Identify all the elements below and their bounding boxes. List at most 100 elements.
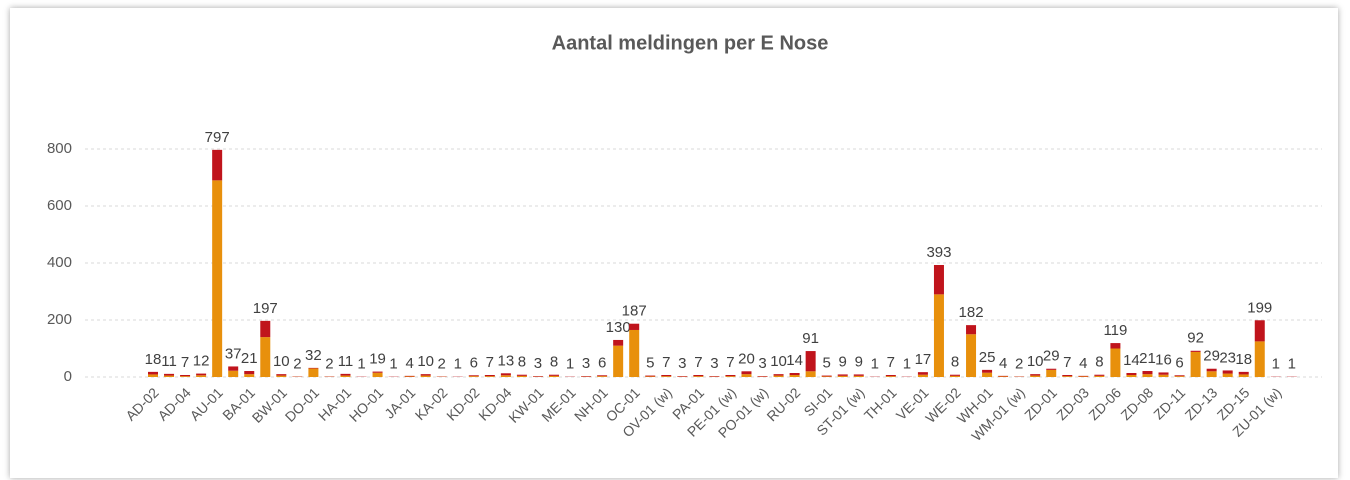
bar-segment [950,375,960,377]
bar-segment [773,375,784,377]
bar-segment [805,351,816,372]
bar-segment [420,374,431,376]
total-label: 92 [1187,330,1204,347]
bar-segment [1046,369,1057,377]
total-label: 119 [1103,322,1127,339]
x-tick-label: ZD-01 [1021,384,1060,423]
bar-segment [1190,350,1201,352]
y-tick-label: 0 [64,368,72,385]
bar-segment [1126,373,1137,376]
bar-segment [1062,376,1073,377]
total-label: 8 [518,354,526,371]
total-label: 11 [338,353,354,370]
total-label: 6 [1175,354,1183,371]
total-label: 1 [357,356,365,373]
bar-segment [1094,374,1105,376]
x-tick-label: AU-01 [187,384,227,424]
bar-segment [276,375,287,377]
bar-segment [228,366,239,371]
total-label: 16 [1155,351,1172,368]
total-label: 1 [1272,356,1280,373]
bar-segment [885,376,896,377]
bar-segment [597,376,608,377]
bar-segment [1206,368,1217,372]
x-tick-label: ME-01 [538,384,579,425]
total-label: 199 [1247,299,1272,316]
total-label: 18 [145,351,162,368]
total-label: 7 [181,354,189,371]
bar-segment [1078,376,1089,377]
total-label: 21 [1139,350,1156,367]
total-label: 6 [598,354,606,371]
bar-segment [1094,375,1105,377]
bar-segment [1110,343,1121,349]
bar-segment [180,376,191,377]
bar-segment [613,345,624,377]
x-tick-label: KW-01 [505,384,547,426]
total-label: 20 [738,350,755,367]
bar-segment [212,149,223,181]
total-label: 14 [1123,352,1140,369]
total-label: 1 [903,356,911,373]
total-label: 37 [225,345,242,362]
bar-segment [468,376,479,377]
bar-segment [693,375,704,377]
total-label: 7 [726,354,734,371]
y-tick-label: 200 [47,311,72,328]
bar-segment [308,368,319,377]
bar-segment [1158,374,1169,377]
bar-segment [516,375,527,377]
bar-segment [661,376,672,377]
bar-segment [276,374,287,376]
bar-segment [1254,320,1265,342]
bar-segment [1046,368,1057,370]
bar-segment [532,376,543,377]
total-label: 18 [1235,351,1252,368]
total-label: 3 [678,355,686,372]
x-tick-label: ZD-08 [1117,384,1156,423]
total-label: 3 [758,355,766,372]
total-label: 9 [855,353,863,370]
x-tick-label: KA-02 [412,384,451,423]
y-tick-label: 600 [47,197,72,214]
bar-segment [853,374,864,376]
bar-segment [1174,376,1185,377]
total-label: 19 [369,351,386,368]
total-label: 2 [438,355,446,372]
total-label: 8 [1095,354,1103,371]
bar-segment [629,329,640,377]
bar-segment [148,374,158,377]
total-label: 393 [926,244,951,261]
total-label: 182 [959,304,984,321]
chart-card [10,8,1338,478]
bar-segment [773,374,784,376]
bar-segment [164,375,175,377]
bar-segment [982,369,993,373]
total-label: 23 [1219,349,1236,366]
y-tick-label: 800 [47,140,72,157]
total-label: 7 [486,354,494,371]
bar-segment [244,374,255,377]
bar-segment [982,372,993,377]
total-label: 10 [770,353,787,370]
total-label: 1 [454,356,462,373]
total-label: 8 [550,354,558,371]
bar-segment [1078,375,1089,377]
bar-segment [516,374,527,376]
bar-segment [998,376,1009,377]
total-label: 11 [161,353,177,370]
bar-segment [661,375,672,377]
total-label: 32 [305,347,322,364]
bar-segment [629,323,640,330]
bar-segment [260,337,271,377]
bar-segment [885,375,896,377]
bar-segment [260,320,271,338]
bar-segment [1254,341,1265,377]
total-label: 1 [566,356,574,373]
x-tick-label: KD-02 [443,384,483,424]
total-label: 797 [205,129,230,146]
bar-segment [1158,372,1169,375]
total-label: 6 [470,354,478,371]
